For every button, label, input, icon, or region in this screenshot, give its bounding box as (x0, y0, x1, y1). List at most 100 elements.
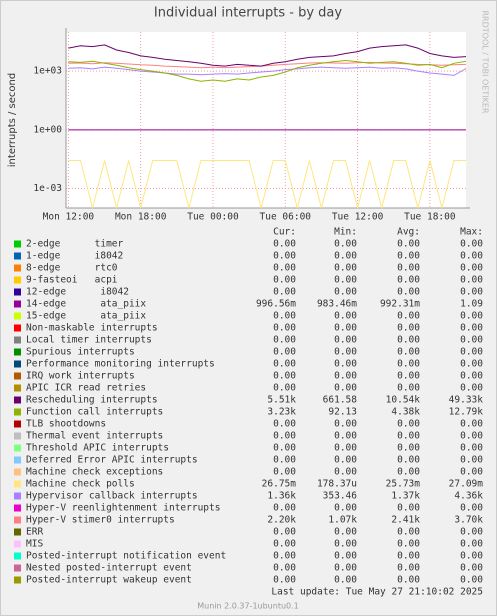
legend-name: Rescheduling interrupts (26, 395, 158, 406)
legend-value: 0.00 (334, 527, 357, 538)
legend-swatch (14, 288, 21, 296)
legend-value: 0.00 (334, 551, 357, 562)
legend-value: 0.00 (460, 263, 483, 274)
legend-name: Posted-interrupt notification event (26, 551, 226, 562)
legend-value: 0.00 (334, 311, 357, 322)
legend-value: 0.00 (273, 455, 296, 466)
legend-value: 0.00 (460, 275, 483, 286)
legend-value: 0.00 (273, 287, 296, 298)
x-tick-label: Tue 06:00 (260, 212, 312, 223)
legend-name: Thermal event interrupts (26, 431, 163, 442)
legend-value: 0.00 (334, 563, 357, 574)
legend-value: 0.00 (397, 323, 420, 334)
legend-value: 0.00 (334, 539, 357, 550)
legend-value: 0.00 (334, 575, 357, 586)
legend-value: 1.07k (328, 515, 357, 526)
legend-name: 14-edge ata_piix (26, 299, 146, 310)
legend-value: 0.00 (273, 239, 296, 250)
legend-swatch (14, 240, 21, 248)
series-line (68, 61, 467, 69)
y-tick-label: 1e+03 (33, 66, 62, 77)
x-tick-label: Tue 12:00 (332, 212, 384, 223)
legend-value: 27.09m (449, 479, 484, 490)
legend-value: 3.70k (454, 515, 483, 526)
legend-name: 9-fasteoi acpi (26, 275, 118, 286)
legend-value: 49.33k (449, 395, 484, 406)
legend-name: 1-edge i8042 (26, 251, 123, 262)
legend-swatch (14, 576, 21, 584)
legend-value: 3.23k (267, 407, 296, 418)
legend-value: 0.00 (273, 275, 296, 286)
legend-value: 0.00 (334, 251, 357, 262)
legend-value: 0.00 (397, 347, 420, 358)
legend-value: 0.00 (273, 431, 296, 442)
legend-value: 0.00 (397, 275, 420, 286)
legend-value: 12.79k (449, 407, 484, 418)
legend-value: 0.00 (273, 323, 296, 334)
legend-value: 0.00 (273, 419, 296, 430)
legend-swatch (14, 420, 21, 428)
legend-value: 0.00 (397, 371, 420, 382)
legend-swatch (14, 252, 21, 260)
legend-value: 0.00 (334, 419, 357, 430)
legend-name: MIS (26, 539, 43, 550)
legend-value: 0.00 (334, 431, 357, 442)
legend-value: 0.00 (397, 383, 420, 394)
legend-value: 0.00 (334, 239, 357, 250)
legend-swatch (14, 444, 21, 452)
legend-value: 0.00 (460, 383, 483, 394)
legend-swatch (14, 384, 21, 392)
legend-swatch (14, 540, 21, 548)
legend-value: 2.41k (391, 515, 420, 526)
legend-value: 0.00 (334, 455, 357, 466)
legend-value: 996.56m (256, 299, 296, 310)
legend-value: 1.09 (460, 299, 483, 310)
legend-value: 0.00 (460, 335, 483, 346)
legend-value: 353.46 (323, 491, 358, 502)
legend-name: Performance monitoring interrupts (26, 359, 215, 370)
legend-value: 4.36k (454, 491, 483, 502)
plot-area (66, 32, 466, 208)
legend-value: 0.00 (397, 335, 420, 346)
legend-value: 0.00 (334, 323, 357, 334)
legend-value: 0.00 (460, 539, 483, 550)
legend-swatch (14, 480, 21, 488)
x-tick-label: Tue 00:00 (187, 212, 239, 223)
legend-value: 0.00 (334, 383, 357, 394)
legend-name: Local timer interrupts (26, 335, 152, 346)
legend-name: Machine check polls (26, 479, 135, 490)
legend-value: 0.00 (397, 311, 420, 322)
legend-value: 0.00 (460, 251, 483, 262)
legend-name: APIC ICR read retries (26, 383, 146, 394)
legend-value: 0.00 (334, 263, 357, 274)
legend-value: 2.20k (267, 515, 296, 526)
x-tick-label: Mon 12:00 (43, 212, 95, 223)
y-tick-label: 1e-03 (33, 183, 62, 194)
legend-name: Posted-interrupt wakeup event (26, 575, 192, 586)
legend-value: 0.00 (334, 347, 357, 358)
legend-name: TLB shootdowns (26, 419, 106, 430)
legend-value: 0.00 (460, 323, 483, 334)
legend-value: 0.00 (460, 371, 483, 382)
legend-value: 1.36k (267, 491, 296, 502)
last-update: Last update: Tue May 27 21:10:02 2025 (271, 587, 483, 598)
legend-name: 12-edge i8042 (26, 287, 129, 298)
legend-value: 992.31m (380, 299, 420, 310)
legend-value: 10.54k (386, 395, 421, 406)
legend-value: 0.00 (273, 467, 296, 478)
legend-value: 1.37k (391, 491, 420, 502)
legend-swatch (14, 492, 21, 500)
legend-value: 0.00 (334, 335, 357, 346)
legend-value: 25.73m (386, 479, 421, 490)
series-line (68, 59, 467, 82)
legend-value: 0.00 (273, 347, 296, 358)
legend-value: 0.00 (397, 503, 420, 514)
legend-value: 0.00 (273, 527, 296, 538)
legend-value: 0.00 (273, 563, 296, 574)
legend-name: Hypervisor callback interrupts (26, 491, 198, 502)
y-tick-label: 1e+00 (33, 124, 62, 135)
legend-swatch (14, 264, 21, 272)
legend-swatch (14, 408, 21, 416)
legend-swatch (14, 300, 21, 308)
series-line (68, 44, 467, 67)
